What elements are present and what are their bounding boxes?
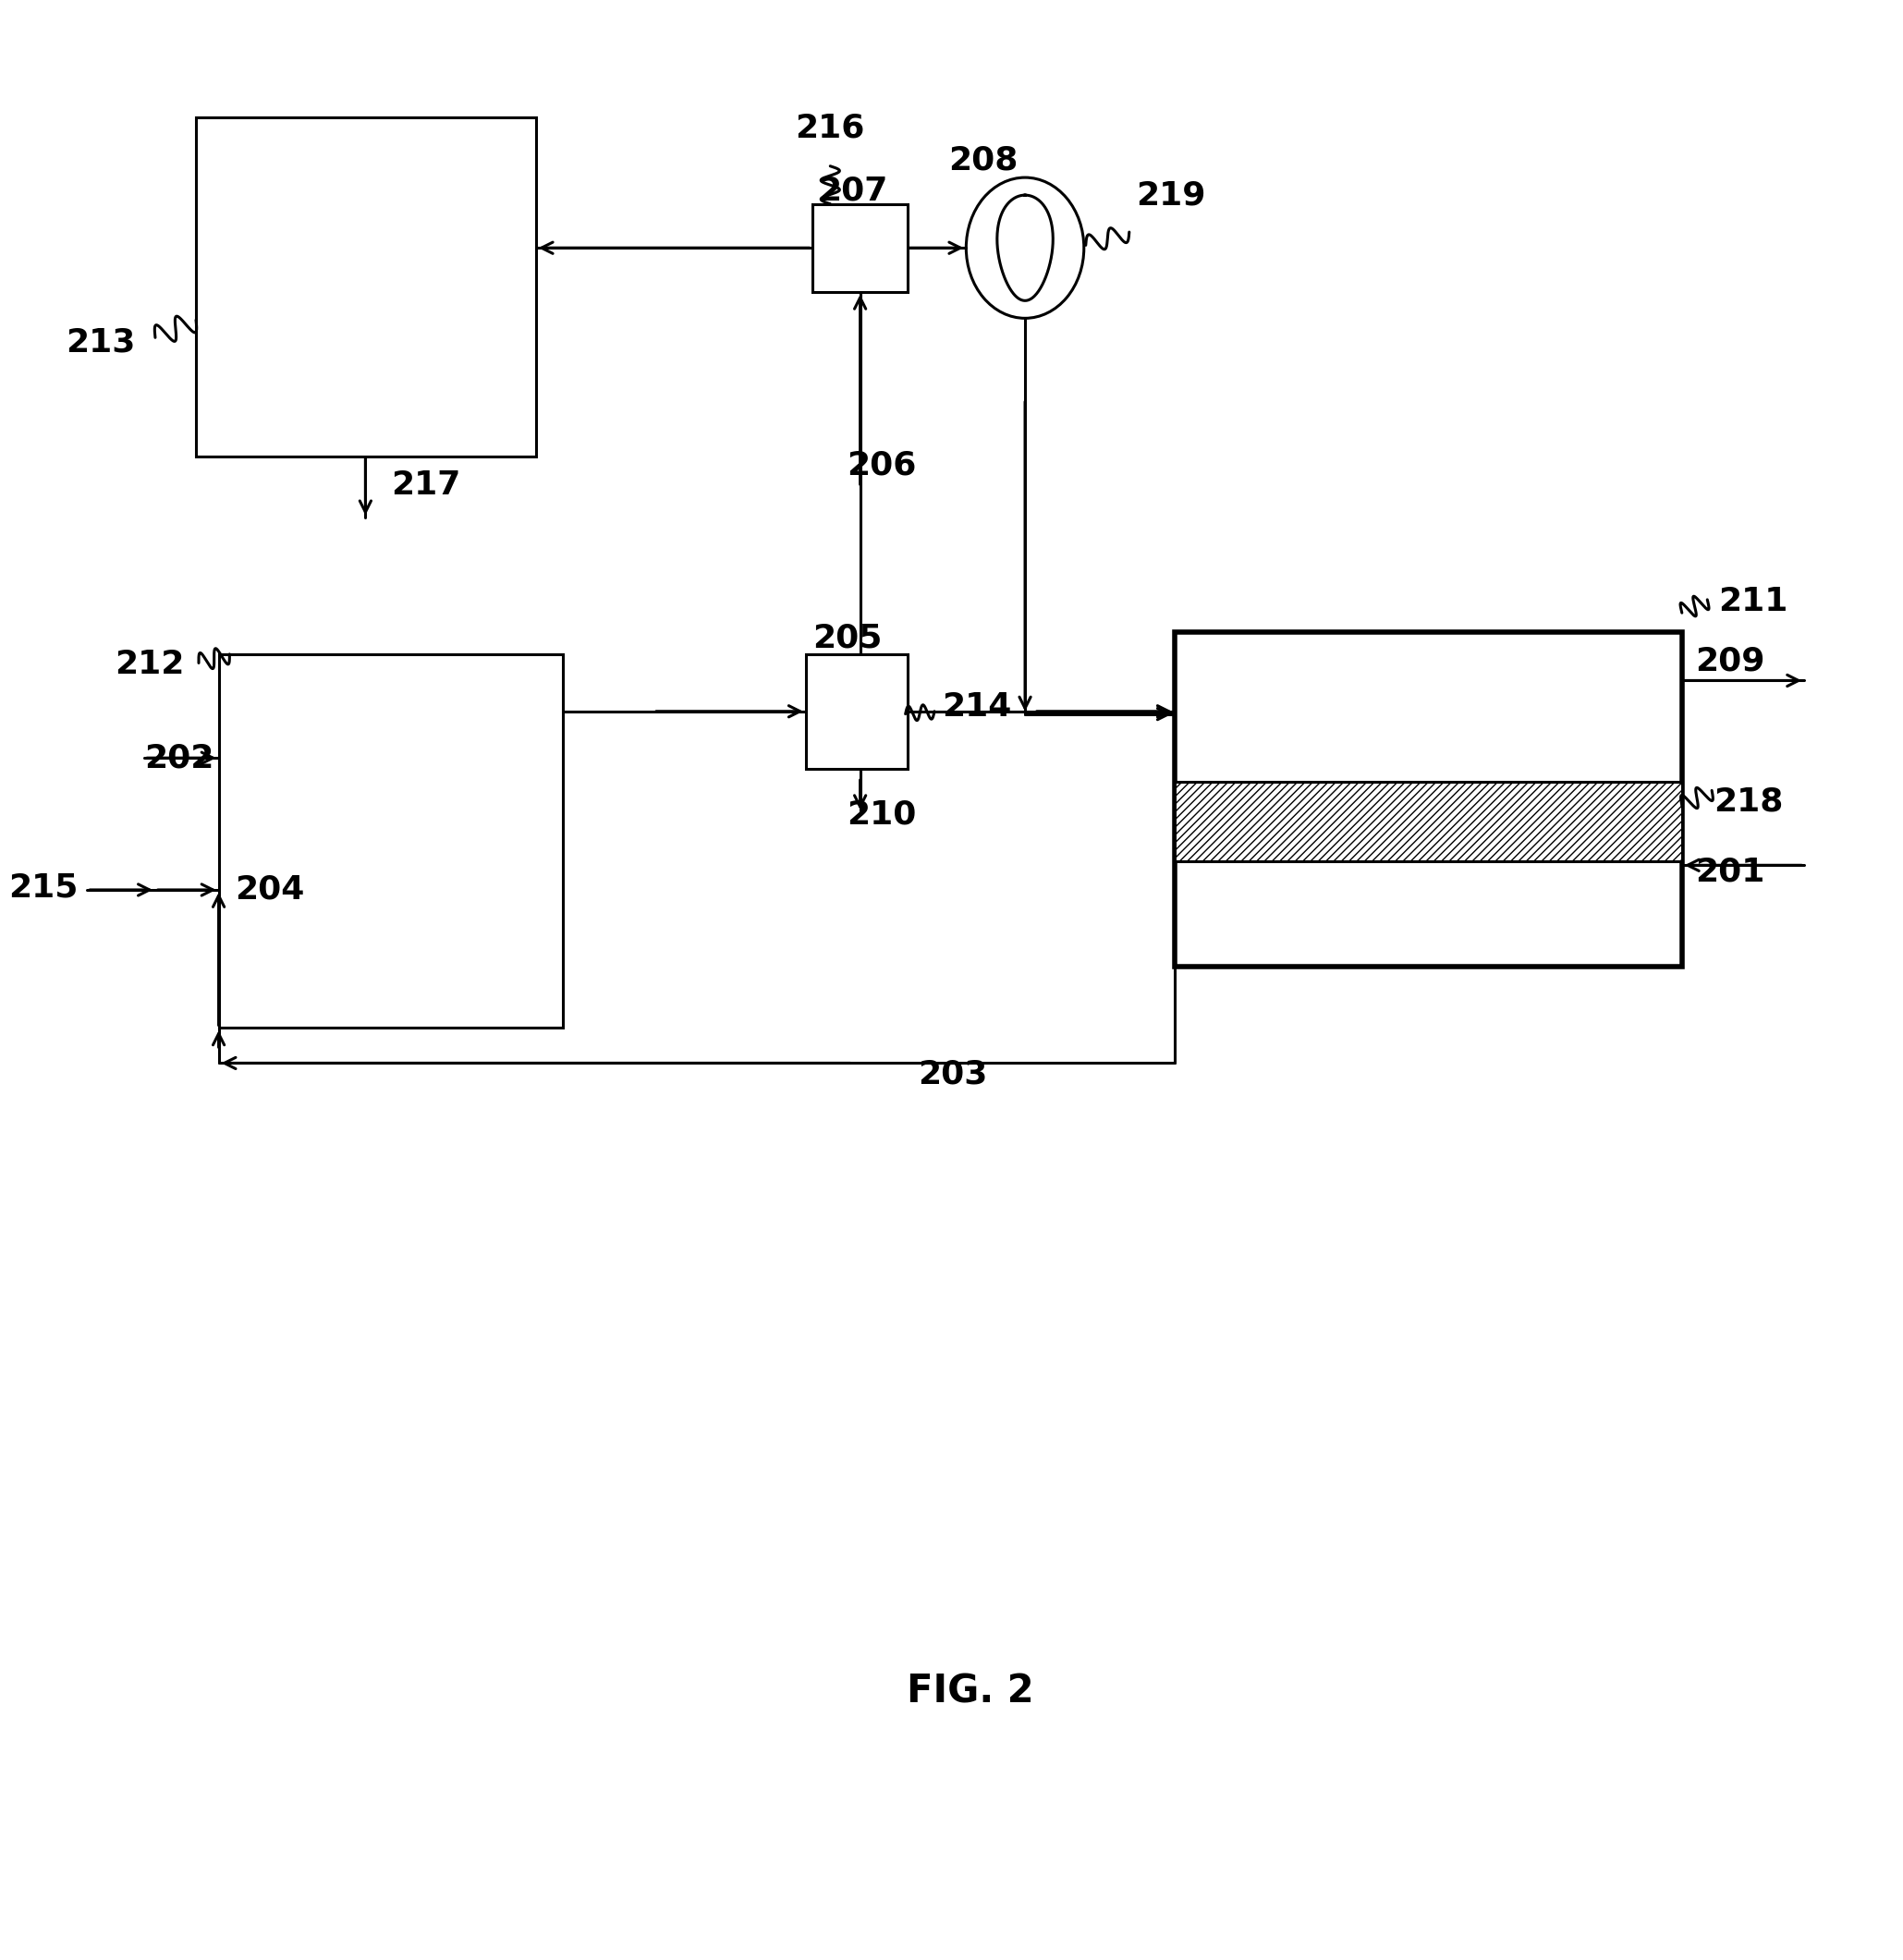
Text: 201: 201 <box>1696 857 1766 888</box>
Bar <box>805 655 908 768</box>
Text: 214: 214 <box>942 692 1010 723</box>
Text: 212: 212 <box>114 649 185 680</box>
Text: 213: 213 <box>65 325 135 357</box>
Bar <box>219 655 563 1027</box>
Text: 215: 215 <box>8 872 78 904</box>
Text: 202: 202 <box>145 743 213 774</box>
Text: FIG. 2: FIG. 2 <box>906 1672 1033 1711</box>
Text: 206: 206 <box>847 449 915 480</box>
Text: 219: 219 <box>1136 180 1205 212</box>
Text: 205: 205 <box>813 623 881 655</box>
Text: 203: 203 <box>917 1058 988 1090</box>
Bar <box>813 204 908 292</box>
Text: 204: 204 <box>234 874 304 906</box>
Text: 209: 209 <box>1696 645 1766 676</box>
Bar <box>1174 633 1682 966</box>
Text: 211: 211 <box>1718 586 1787 617</box>
Text: 216: 216 <box>795 112 866 143</box>
Text: 218: 218 <box>1713 786 1783 817</box>
Bar <box>1174 782 1682 860</box>
Text: 208: 208 <box>948 145 1018 176</box>
Text: 207: 207 <box>818 174 889 206</box>
Bar <box>196 118 537 457</box>
Text: 210: 210 <box>847 798 915 829</box>
Text: 217: 217 <box>390 470 461 502</box>
